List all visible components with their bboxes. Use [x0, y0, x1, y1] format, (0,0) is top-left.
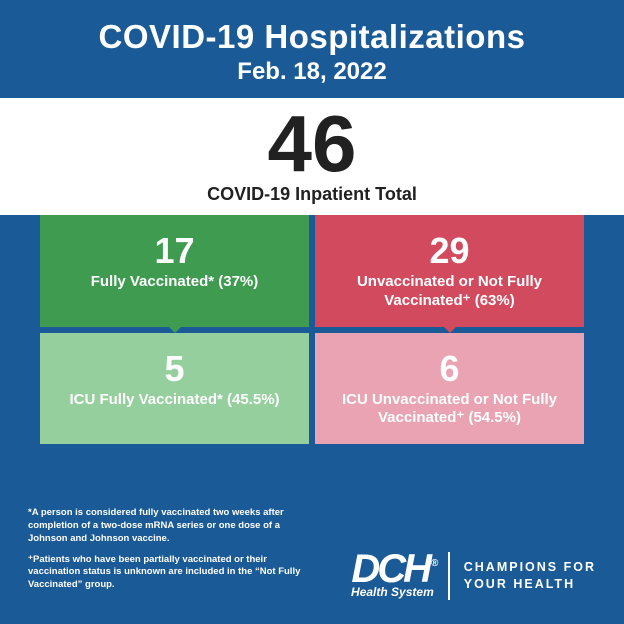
divider	[448, 552, 450, 600]
brand-logo: DCH® Health System	[351, 553, 434, 599]
tagline-line1: CHAMPIONS FOR	[464, 559, 596, 577]
stat-label: ICU Fully Vaccinated* (45.5%)	[52, 391, 297, 410]
box-unvaccinated: 29 Unvaccinated or Not Fully Vaccinated⁺…	[315, 215, 584, 327]
report-date: Feb. 18, 2022	[10, 58, 614, 86]
box-fully-vaccinated: 17 Fully Vaccinated* (37%)	[40, 215, 309, 327]
callout-icon	[163, 203, 187, 215]
page-title: COVID-19 Hospitalizations	[10, 18, 614, 56]
logo-main: DCH	[351, 547, 429, 591]
callout-icon	[163, 321, 187, 333]
brand-tagline: CHAMPIONS FOR YOUR HEALTH	[464, 559, 596, 594]
stat-value: 17	[52, 233, 297, 269]
logo-text: DCH®	[351, 553, 434, 585]
total-band: 46 COVID-19 Inpatient Total	[0, 98, 624, 215]
stat-label: ICU Unvaccinated or Not Fully Vaccinated…	[327, 391, 572, 429]
brand-block: DCH® Health System CHAMPIONS FOR YOUR HE…	[326, 552, 596, 600]
infographic-canvas: COVID-19 Hospitalizations Feb. 18, 2022 …	[0, 0, 624, 624]
total-label: COVID-19 Inpatient Total	[0, 184, 624, 205]
stats-grid: 17 Fully Vaccinated* (37%) 29 Unvaccinat…	[0, 215, 624, 444]
footnote-b: ⁺Patients who have been partially vaccin…	[28, 554, 308, 592]
stat-value: 6	[327, 351, 572, 387]
header: COVID-19 Hospitalizations Feb. 18, 2022	[0, 0, 624, 98]
total-number: 46	[0, 104, 624, 184]
box-icu-vaccinated: 5 ICU Fully Vaccinated* (45.5%)	[40, 333, 309, 445]
footnote-a: *A person is considered fully vaccinated…	[28, 507, 308, 545]
callout-icon	[438, 321, 462, 333]
tagline-line2: YOUR HEALTH	[464, 576, 596, 594]
callout-icon	[438, 203, 462, 215]
box-icu-unvaccinated: 6 ICU Unvaccinated or Not Fully Vaccinat…	[315, 333, 584, 445]
registered-icon: ®	[431, 558, 435, 569]
stat-label: Fully Vaccinated* (37%)	[52, 273, 297, 292]
stat-value: 29	[327, 233, 572, 269]
stat-value: 5	[52, 351, 297, 387]
stat-label: Unvaccinated or Not Fully Vaccinated⁺ (6…	[327, 273, 572, 311]
footer: *A person is considered fully vaccinated…	[0, 493, 624, 624]
footnotes: *A person is considered fully vaccinated…	[28, 507, 308, 600]
